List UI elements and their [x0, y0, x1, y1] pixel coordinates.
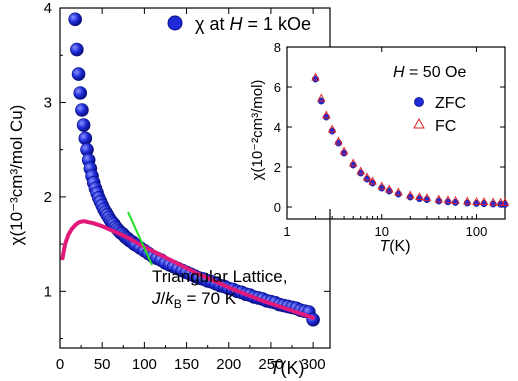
inset-fc-point	[500, 197, 510, 206]
x-axis-label: T(K)	[270, 358, 305, 378]
inset-fc-point	[463, 196, 472, 205]
inset-fc-point	[311, 72, 320, 81]
inset-fc-point	[339, 146, 349, 155]
inset-x-tick-label: 10	[375, 224, 389, 239]
x-tick-label: 150	[174, 356, 199, 373]
y-axis-label: χ(10⁻³cm³/mol Cu)	[7, 105, 26, 246]
inset-fc-point	[406, 190, 415, 199]
x-tick-label: 0	[56, 356, 64, 373]
x-tick-label: 100	[132, 356, 157, 373]
inset-y-tick-label: 4	[274, 120, 281, 135]
y-tick-label: 3	[44, 94, 52, 111]
inset-fc-point	[443, 195, 453, 204]
inset-frame-border	[286, 46, 506, 220]
annotation-line2: J/kB = 70 K	[151, 289, 237, 311]
inset-y-axis-label: χ(10⁻²cm³/mol)	[249, 80, 266, 181]
inset-background	[280, 47, 506, 209]
inset-legend-zfc-marker	[414, 97, 424, 107]
inset-fc-point	[377, 181, 386, 190]
main-axes: 0 50 100 150 200 250 300 1 2 3 4	[44, 0, 330, 373]
inset-fc-point	[327, 124, 337, 133]
annotation-line1: Triangular Lattice,	[152, 267, 287, 286]
inset-marks	[311, 72, 510, 208]
inset-legend-zfc: ZFC	[435, 95, 466, 112]
data-point	[76, 118, 91, 132]
inset-legend-fc-marker	[413, 117, 425, 129]
inset-fc-point	[451, 195, 460, 204]
y-tick-label: 2	[44, 189, 52, 206]
inset-x-tick-label: 1	[283, 224, 290, 239]
inset-fc-point	[317, 93, 326, 102]
y-tick-label: 1	[44, 283, 52, 300]
inset-y-tick-label: 6	[274, 80, 281, 95]
inset-fc-point	[384, 184, 394, 193]
inset-fc-point	[322, 110, 331, 119]
inset-fc-point	[488, 197, 498, 206]
data-point	[70, 42, 84, 57]
legend-marker	[167, 15, 183, 31]
data-point	[71, 67, 86, 81]
inset-fc-point	[394, 187, 403, 196]
inset-fc-point	[472, 196, 481, 205]
inset-fc-point	[434, 194, 444, 203]
inset-fc-point	[362, 172, 372, 181]
x-tick-label: 200	[216, 356, 241, 373]
inset-fc-point	[496, 197, 505, 206]
inset-legend: ZFC FC	[413, 95, 466, 135]
data-point	[78, 131, 93, 146]
inset-fc-point	[356, 166, 365, 175]
inset-fc-point	[334, 136, 343, 145]
inset-fc-point	[479, 197, 489, 206]
inset-plot-area	[286, 46, 506, 220]
x-tick-label: 300	[301, 356, 326, 373]
x-tick-label: 50	[94, 356, 111, 373]
fit-line	[60, 219, 316, 320]
data-point	[68, 12, 82, 27]
inset-x-tick-label: 100	[466, 224, 488, 239]
inset-title: H = 50 Oe	[393, 64, 466, 81]
fit-annotation: Triangular Lattice, J/kB = 70 K	[127, 211, 287, 311]
data-point	[73, 86, 88, 100]
legend: χ at H = 1 kOe	[167, 14, 311, 34]
inset-fc-point	[348, 158, 358, 167]
inset-fc-point	[368, 176, 377, 185]
inset-y-tick-label: 2	[274, 160, 281, 175]
inset-fc-point	[422, 193, 432, 202]
legend-text: χ at H = 1 kOe	[195, 14, 311, 34]
data-point	[75, 103, 89, 117]
y-tick-label: 4	[44, 0, 52, 17]
inset-x-axis-label: T(K)	[379, 238, 410, 255]
x-tick-label: 250	[258, 356, 283, 373]
main-marks	[60, 12, 320, 327]
inset-y-tick-label: 0	[274, 200, 281, 215]
inset-y-tick-label: 8	[274, 40, 281, 55]
inset-axes: 1 10 100 0 2 4 6 8	[274, 40, 505, 239]
annotation-arrow	[127, 211, 153, 266]
inset-legend-fc: FC	[435, 118, 456, 135]
inset-fc-point	[415, 192, 424, 201]
